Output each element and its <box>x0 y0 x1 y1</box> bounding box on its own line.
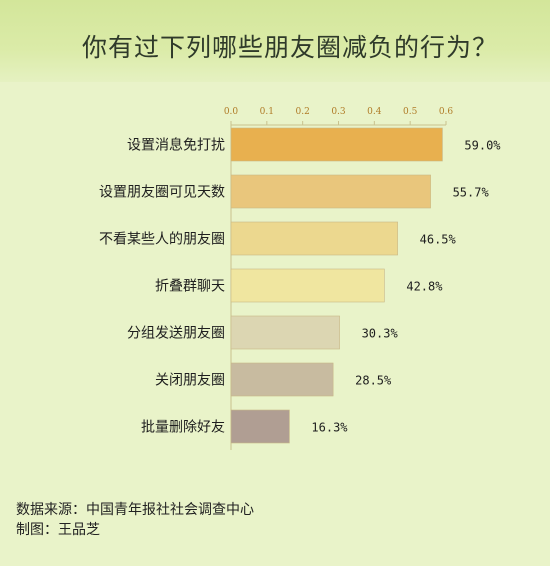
footer: 数据来源：中国青年报社社会调查中心 制图：王品芝 <box>16 500 254 540</box>
bar <box>230 127 443 162</box>
value-label: 30.3% <box>362 327 399 341</box>
category-label: 设置朋友圈可见天数 <box>99 185 225 201</box>
category-label: 关闭朋友圈 <box>155 373 225 389</box>
value-label: 59.0% <box>464 139 501 153</box>
value-label: 16.3% <box>311 421 348 435</box>
bar <box>230 409 290 444</box>
x-tick-label: 0.3 <box>331 107 346 117</box>
x-tick-label: 0.5 <box>403 107 418 117</box>
category-label: 批量删除好友 <box>141 420 225 436</box>
value-label: 42.8% <box>406 280 443 294</box>
category-label: 分组发送朋友圈 <box>127 326 225 342</box>
bar <box>230 362 334 397</box>
bar <box>230 174 431 209</box>
value-label: 46.5% <box>420 233 457 247</box>
value-label: 28.5% <box>355 374 392 388</box>
header-band <box>0 0 550 82</box>
x-tick-label: 0.4 <box>367 107 382 117</box>
category-label: 设置消息免打扰 <box>127 137 225 154</box>
bar-series: 设置消息免打扰 59.0% 设置朋友圈可见天数 55.7% 不看某些人的朋友圈 46.5%… <box>99 127 501 444</box>
source-note: 数据来源：中国青年报社社会调查中心 <box>16 502 254 518</box>
x-tick-label: 0.6 <box>439 107 454 117</box>
bar <box>230 315 340 350</box>
value-label: 55.7% <box>453 186 490 200</box>
bar <box>230 221 398 256</box>
chart-title: 你有过下列哪些朋友圈减负的行为？ <box>81 33 498 62</box>
category-label: 折叠群聊天 <box>155 279 225 295</box>
category-label: 不看某些人的朋友圈 <box>99 232 225 248</box>
x-tick-label: 0.2 <box>296 107 310 117</box>
x-tick-label: 0.1 <box>260 107 274 117</box>
author-note: 制图：王品芝 <box>16 522 100 538</box>
x-tick-label: 0.0 <box>224 107 239 117</box>
bar <box>230 268 385 303</box>
